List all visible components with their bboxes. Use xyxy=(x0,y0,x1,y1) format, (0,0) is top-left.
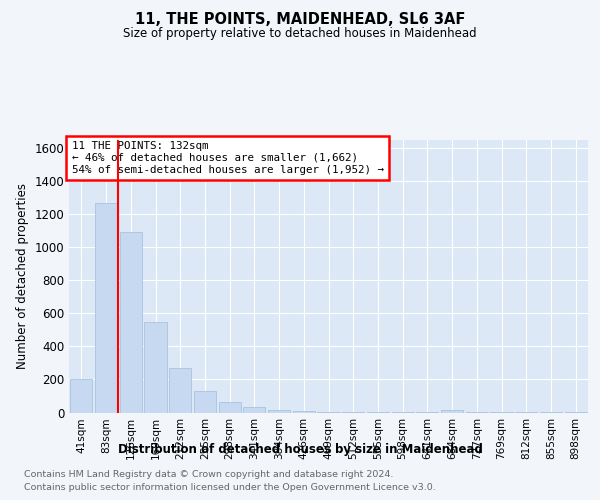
Y-axis label: Number of detached properties: Number of detached properties xyxy=(16,183,29,369)
Bar xyxy=(70,380,92,412)
Bar xyxy=(119,232,142,412)
Text: Contains public sector information licensed under the Open Government Licence v3: Contains public sector information licen… xyxy=(24,482,436,492)
Bar xyxy=(441,410,463,412)
Text: 11 THE POINTS: 132sqm
← 46% of detached houses are smaller (1,662)
54% of semi-d: 11 THE POINTS: 132sqm ← 46% of detached … xyxy=(71,142,383,174)
Text: Distribution of detached houses by size in Maidenhead: Distribution of detached houses by size … xyxy=(118,442,482,456)
Bar xyxy=(194,391,216,412)
Bar xyxy=(145,322,167,412)
Bar xyxy=(293,411,315,412)
Text: Contains HM Land Registry data © Crown copyright and database right 2024.: Contains HM Land Registry data © Crown c… xyxy=(24,470,394,479)
Bar xyxy=(268,410,290,412)
Bar xyxy=(95,203,117,412)
Text: 11, THE POINTS, MAIDENHEAD, SL6 3AF: 11, THE POINTS, MAIDENHEAD, SL6 3AF xyxy=(135,12,465,28)
Text: Size of property relative to detached houses in Maidenhead: Size of property relative to detached ho… xyxy=(123,28,477,40)
Bar xyxy=(243,406,265,412)
Bar xyxy=(169,368,191,412)
Bar xyxy=(218,402,241,412)
